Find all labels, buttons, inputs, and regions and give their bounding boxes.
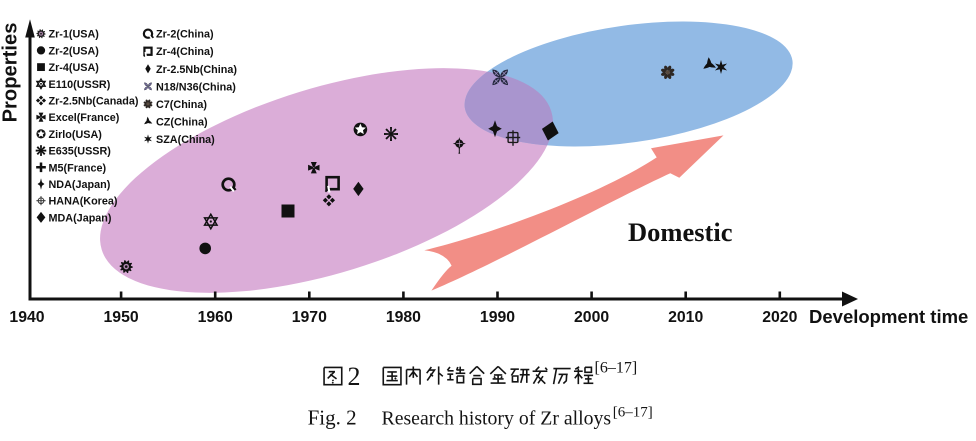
svg-text:1960: 1960 <box>198 309 233 326</box>
svg-text:MDA(Japan): MDA(Japan) <box>49 212 112 224</box>
svg-text:SZA(China): SZA(China) <box>156 134 215 146</box>
svg-text:1990: 1990 <box>480 309 515 326</box>
svg-text:Development time: Development time <box>809 306 968 327</box>
svg-text:2020: 2020 <box>762 309 797 326</box>
svg-text:2010: 2010 <box>668 309 703 326</box>
svg-text:Zr-4(USA): Zr-4(USA) <box>49 62 100 74</box>
svg-text:N18/N36(China): N18/N36(China) <box>156 81 236 93</box>
svg-text:Zr-2(USA): Zr-2(USA) <box>49 45 100 57</box>
svg-text:[6–17]: [6–17] <box>595 360 638 377</box>
svg-text:Zr-2.5Nb(China): Zr-2.5Nb(China) <box>156 64 237 76</box>
svg-text:CZ(China): CZ(China) <box>156 117 208 129</box>
svg-text:1980: 1980 <box>386 309 421 326</box>
svg-text:Excel(France): Excel(France) <box>49 112 120 124</box>
svg-text:Domestic: Domestic <box>628 217 733 247</box>
svg-text:Fig. 2: Fig. 2 <box>308 406 357 430</box>
svg-text:NDA(Japan): NDA(Japan) <box>49 179 111 191</box>
svg-text:2000: 2000 <box>574 309 609 326</box>
svg-text:1950: 1950 <box>104 309 139 326</box>
svg-text:Properties: Properties <box>0 23 22 123</box>
svg-text:E635(USSR): E635(USSR) <box>49 146 112 158</box>
svg-text:HANA(Korea): HANA(Korea) <box>49 196 118 208</box>
svg-text:Zr-2(China): Zr-2(China) <box>156 29 214 41</box>
svg-text:1940: 1940 <box>9 309 44 326</box>
svg-text:[6–17]: [6–17] <box>613 405 653 421</box>
svg-text:1970: 1970 <box>292 309 327 326</box>
svg-text:Zr-4(China): Zr-4(China) <box>156 46 214 58</box>
svg-text:E110(USSR): E110(USSR) <box>49 79 111 91</box>
svg-text:C7(China): C7(China) <box>156 99 207 111</box>
svg-text:Zirlo(USA): Zirlo(USA) <box>49 129 103 141</box>
svg-text:Research history of Zr alloys: Research history of Zr alloys <box>382 408 612 430</box>
svg-text:Zr-1(USA): Zr-1(USA) <box>49 29 100 41</box>
svg-text:Zr-2.5Nb(Canada): Zr-2.5Nb(Canada) <box>49 96 139 108</box>
svg-text:2: 2 <box>348 362 361 391</box>
svg-text:M5(France): M5(France) <box>49 162 107 174</box>
